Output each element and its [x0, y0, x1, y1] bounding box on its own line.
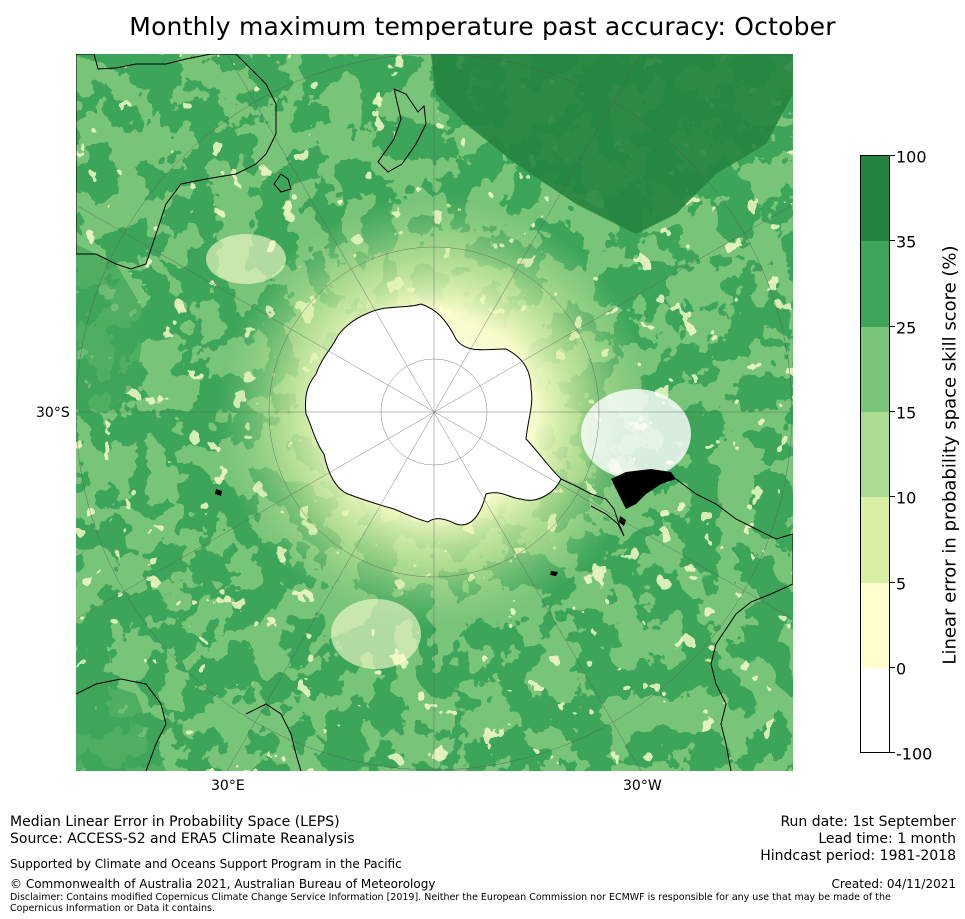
pale-patch: [581, 389, 691, 479]
colorbar-tick-label: 25: [896, 318, 917, 338]
madagascar-coastline: [245, 703, 302, 771]
australia-skill-region: [76, 244, 146, 414]
south-africa-coastline: [76, 678, 167, 771]
colorbar-tick: [890, 326, 895, 327]
antarctica-coastline: [305, 303, 562, 526]
colorbar-tick: [890, 667, 895, 668]
island-outline: [550, 571, 558, 576]
footer-method: Median Linear Error in Probability Space…: [10, 814, 355, 848]
island-outline: [215, 489, 222, 496]
colorbar-segment: [861, 583, 889, 668]
colorbar: [860, 155, 890, 753]
colorbar-tick: [890, 411, 895, 412]
colorbar-segment: [861, 412, 889, 497]
colorbar-tick-label: 100: [896, 147, 927, 167]
africa-skill-region: [76, 674, 166, 771]
footer-run-info: Run date: 1st September Lead time: 1 mon…: [760, 814, 956, 865]
colorbar-label: Linear error in probability space skill …: [939, 245, 961, 665]
meridian-line: [226, 54, 642, 771]
tierra-del-fuego-coastline: [611, 469, 676, 509]
longitude-label-west: 30°W: [623, 778, 662, 794]
antarctic-peninsula-coastline: [560, 478, 625, 537]
new-zealand-coastline: [377, 88, 427, 173]
tasmania-coastline: [273, 173, 292, 193]
colorbar-tick-label: 0: [896, 659, 907, 679]
footer-source-line: Source: ACCESS-S2 and ERA5 Climate Reana…: [10, 831, 355, 847]
colorbar-tick: [890, 155, 895, 156]
colorbar-tick: [890, 582, 895, 583]
australia-coastline: [76, 54, 277, 270]
colorbar-segment: [861, 668, 889, 752]
longitude-label-east: 30°E: [211, 778, 245, 794]
pale-patch: [206, 234, 286, 284]
colorbar-tick-label: 10: [896, 488, 917, 508]
colorbar-segment: [861, 156, 889, 241]
colorbar-tick-label: -100: [896, 744, 933, 764]
colorbar-segment: [861, 497, 889, 583]
dark-high-skill-region: [431, 54, 793, 234]
colorbar-tick: [890, 240, 895, 241]
graticule: [76, 54, 793, 771]
colorbar-tick: [890, 496, 895, 497]
created-date: Created: 04/11/2021: [831, 877, 956, 891]
pale-patch: [331, 599, 421, 669]
map-title: Monthly maximum temperature past accurac…: [129, 12, 836, 41]
lead-time: Lead time: 1 month: [818, 831, 956, 847]
colorbar-tick: [890, 752, 895, 753]
colorbar-segment: [861, 327, 889, 412]
skill-map: [76, 54, 793, 771]
hindcast-period: Hindcast period: 1981-2018: [760, 848, 956, 864]
colorbar-tick-label: 15: [896, 403, 917, 423]
island-outline: [619, 516, 626, 526]
footer-method-line: Median Linear Error in Probability Space…: [10, 814, 340, 830]
copyright-note: © Commonwealth of Australia 2021, Austra…: [10, 877, 436, 891]
colorbar-tick-label: 5: [896, 574, 907, 594]
disclaimer: Disclaimer: Contains modified Copernicus…: [10, 892, 891, 914]
run-date: Run date: 1st September: [780, 814, 956, 830]
support-note: Supported by Climate and Oceans Support …: [10, 857, 402, 871]
south-america-coastline: [675, 478, 793, 771]
colorbar-tick-label: 35: [896, 232, 917, 252]
latitude-label: 30°S: [36, 405, 70, 421]
skill-map-canvas: [76, 54, 793, 771]
colorbar-segment: [861, 241, 889, 327]
